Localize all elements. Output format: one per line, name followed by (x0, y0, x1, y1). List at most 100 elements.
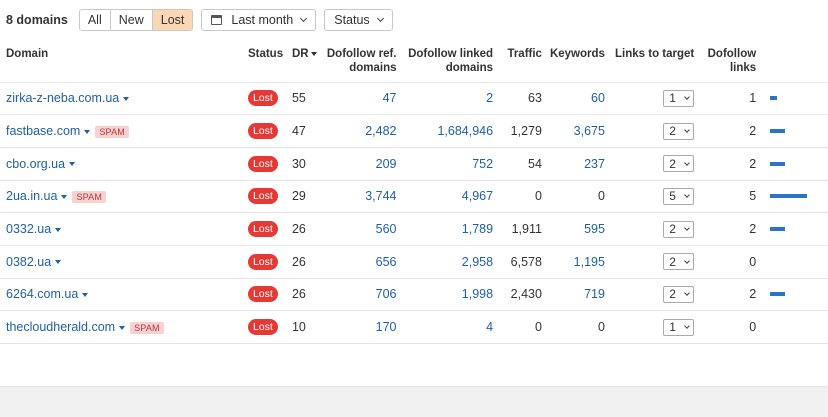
domain-link[interactable]: 2ua.in.ua (6, 189, 58, 204)
ref-domains-cell[interactable]: 2,482 (322, 114, 401, 148)
links-to-target-select[interactable]: 5 (663, 187, 695, 205)
dofollow-links-bar (770, 292, 786, 297)
spam-badge: SPAM (72, 191, 107, 204)
links-to-target-cell: 1 (608, 310, 699, 344)
links-to-target-cell: 2 (608, 114, 699, 148)
domain-link[interactable]: fastbase.com (6, 124, 81, 139)
status-cell: Lost (243, 82, 288, 116)
chevron-down-icon (684, 94, 691, 101)
links-to-target-select[interactable]: 1 (663, 89, 695, 107)
status-filter-label: Status (334, 12, 370, 27)
links-to-target-select[interactable]: 2 (663, 253, 695, 271)
domain-link[interactable]: cbo.org.ua (6, 156, 66, 171)
header-dr[interactable]: DR (287, 44, 323, 83)
caret-down-icon[interactable] (55, 260, 62, 265)
table-row: 6264.com.ua Lost 26 706 1,998 2,430 719 2 2 (0, 278, 828, 312)
ref-domains-cell[interactable]: 656 (322, 245, 401, 279)
domain-link[interactable]: thecloudherald.com (6, 320, 116, 335)
date-range-button[interactable]: Last month (201, 8, 317, 31)
caret-down-icon[interactable] (82, 293, 89, 298)
linked-domains-cell[interactable]: 1,998 (400, 278, 498, 312)
header-traffic[interactable]: Traffic (497, 44, 546, 83)
table-row: fastbase.com SPAM Lost 47 2,482 1,684,946 1,27… (0, 114, 828, 148)
dofollow-links-bar-cell (760, 114, 828, 148)
caret-down-icon[interactable] (55, 227, 62, 232)
linked-domains-cell[interactable]: 752 (400, 147, 498, 181)
keywords-cell[interactable]: 595 (545, 212, 609, 246)
linked-domains-cell[interactable]: 4,967 (400, 180, 498, 214)
traffic-cell: 1,279 (497, 114, 546, 148)
keywords-cell[interactable]: 1,195 (545, 245, 609, 279)
links-to-target-select[interactable]: 1 (663, 318, 695, 336)
domain-link[interactable]: 6264.com.ua (6, 287, 79, 302)
header-keywords[interactable]: Keywords (545, 44, 609, 83)
header-domain[interactable]: Domain (0, 44, 244, 83)
domain-link[interactable]: 0382.ua (6, 254, 52, 269)
domain-link[interactable]: zirka-z-neba.com.ua (6, 91, 120, 106)
status-cell: Lost (243, 212, 288, 246)
keywords-cell[interactable]: 719 (545, 278, 609, 312)
linked-domains-cell[interactable]: 2 (400, 82, 498, 116)
links-to-target-select[interactable]: 2 (663, 285, 695, 303)
status-cell: Lost (243, 310, 288, 344)
linked-domains-cell[interactable]: 2,958 (400, 245, 498, 279)
table-row: 0332.ua Lost 26 560 1,789 1,911 595 2 2 (0, 212, 828, 246)
caret-down-icon[interactable] (69, 162, 76, 167)
table-row: cbo.org.ua Lost 30 209 752 54 237 2 2 (0, 147, 828, 181)
status-badge: Lost (247, 188, 278, 205)
calendar-icon (211, 14, 223, 25)
keywords-cell: 0 (545, 310, 609, 344)
links-to-target-cell: 2 (608, 212, 699, 246)
links-to-target-select[interactable]: 2 (663, 122, 695, 140)
status-badge: Lost (247, 90, 278, 107)
ref-domains-cell[interactable]: 706 (322, 278, 401, 312)
domain-cell: zirka-z-neba.com.ua (0, 82, 244, 116)
header-dofollow-ref-domains[interactable]: Dofollow ref. domains (322, 44, 401, 83)
linked-domains-cell[interactable]: 1,684,946 (400, 114, 498, 148)
domain-cell: thecloudherald.com SPAM (0, 310, 244, 344)
ref-domains-cell[interactable]: 3,744 (322, 180, 401, 214)
links-to-target-cell: 5 (608, 180, 699, 214)
chevron-down-icon (300, 14, 308, 22)
linked-domains-cell[interactable]: 4 (400, 310, 498, 344)
chevron-down-icon (684, 323, 691, 329)
caret-down-icon[interactable] (123, 97, 130, 102)
keywords-cell[interactable]: 3,675 (545, 114, 609, 148)
dofollow-links-bar-cell (760, 147, 828, 181)
dofollow-links-cell: 2 (698, 147, 761, 181)
traffic-cell: 54 (497, 147, 546, 181)
dr-cell: 29 (287, 180, 323, 214)
status-cell: Lost (243, 114, 288, 148)
ref-domains-cell[interactable]: 209 (322, 147, 401, 181)
dofollow-links-bar (770, 129, 786, 134)
date-range-label: Last month (231, 12, 294, 27)
status-badge: Lost (247, 221, 278, 238)
status-badge: Lost (247, 123, 278, 140)
links-to-target-select[interactable]: 2 (663, 155, 695, 173)
dofollow-links-bar (770, 161, 786, 166)
status-cell: Lost (243, 278, 288, 312)
domain-cell: 2ua.in.ua SPAM (0, 180, 244, 214)
ref-domains-cell[interactable]: 47 (322, 82, 401, 116)
keywords-cell[interactable]: 237 (545, 147, 609, 181)
domain-cell: cbo.org.ua (0, 147, 244, 181)
keywords-cell[interactable]: 60 (545, 82, 609, 116)
linked-domains-cell[interactable]: 1,789 (400, 212, 498, 246)
ref-domains-cell[interactable]: 560 (322, 212, 401, 246)
caret-down-icon[interactable] (84, 129, 91, 134)
status-filter-button[interactable]: Status (324, 8, 393, 31)
caret-down-icon[interactable] (61, 195, 68, 200)
header-status[interactable]: Status (243, 44, 288, 83)
filter-all-button[interactable]: All (80, 9, 111, 30)
header-links-to-target[interactable]: Links to target (608, 44, 699, 83)
filter-new-button[interactable]: New (111, 9, 153, 30)
links-to-target-select[interactable]: 2 (663, 220, 695, 238)
footer-bar (0, 386, 828, 417)
filter-lost-button[interactable]: Lost (152, 9, 193, 30)
ref-domains-cell[interactable]: 170 (322, 310, 401, 344)
domain-link[interactable]: 0332.ua (6, 222, 52, 237)
header-dofollow-linked-domains[interactable]: Dofollow linked domains (400, 44, 498, 83)
links-to-target-value: 2 (669, 287, 676, 302)
caret-down-icon[interactable] (119, 325, 126, 330)
header-dofollow-links[interactable]: Dofollow links (698, 44, 761, 83)
